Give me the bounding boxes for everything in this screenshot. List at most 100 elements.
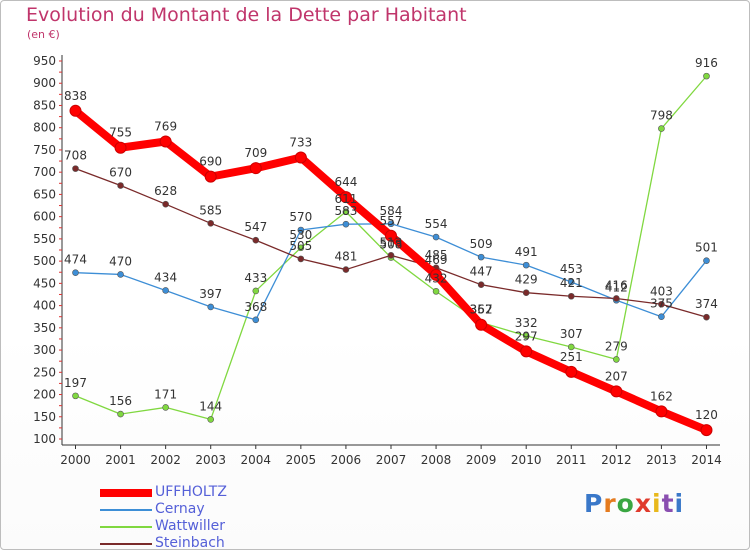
data-label-cernay: 368 (244, 300, 267, 314)
data-labels-layer: 197 156 171 144 433 530 611 508 432 362 332 307 279 7… (64, 56, 718, 422)
y-tick-label: 350 (33, 321, 56, 335)
x-tick-label: 2009 (466, 453, 497, 467)
x-tick-label: 2006 (331, 453, 362, 467)
x-tick-label: 2010 (511, 453, 542, 467)
x-tick-label: 2008 (421, 453, 452, 467)
data-label-wattwiller: 916 (695, 56, 718, 70)
x-tick-label: 2011 (556, 453, 587, 467)
x-tick-label: 2000 (60, 453, 91, 467)
point-uffholtz (520, 345, 533, 358)
point-steinbach (162, 200, 169, 208)
point-wattwiller (207, 416, 215, 423)
data-label-wattwiller: 197 (64, 376, 87, 390)
y-tick-label: 250 (33, 365, 56, 379)
legend-label: Cernay (155, 501, 205, 517)
data-label-uffholtz: 690 (199, 155, 222, 169)
point-wattwiller (342, 208, 350, 216)
data-label-steinbach: 447 (470, 265, 493, 279)
point-steinbach (72, 165, 79, 172)
data-label-steinbach: 708 (64, 149, 87, 163)
point-wattwiller (658, 125, 665, 132)
data-label-uffholtz: 838 (64, 89, 87, 103)
logo-letter: i (674, 489, 685, 518)
y-tick-label: 750 (33, 143, 56, 157)
data-label-steinbach: 421 (560, 276, 583, 290)
data-label-cernay: 491 (515, 245, 538, 259)
point-steinbach (207, 220, 215, 227)
point-wattwiller (567, 343, 575, 351)
data-label-steinbach: 585 (199, 203, 222, 217)
legend-item-uffholtz: UFFHOLTZ (100, 484, 320, 501)
data-label-uffholtz: 207 (605, 369, 628, 383)
y-tick-label: 700 (33, 165, 56, 179)
data-label-steinbach: 403 (650, 284, 673, 298)
x-tick-label: 2013 (646, 453, 677, 467)
point-steinbach (387, 252, 395, 259)
logo-letter: x (634, 489, 652, 518)
x-tick-label: 2004 (241, 453, 272, 467)
legend-item-wattwiller: Wattwiller (100, 518, 320, 535)
point-uffholtz (339, 191, 352, 204)
legend-item-cernay: Cernay (100, 501, 320, 518)
series-layer (69, 72, 713, 437)
point-uffholtz (655, 405, 668, 418)
legend-item-steinbach: Steinbach (100, 535, 320, 552)
point-steinbach (342, 266, 350, 273)
data-label-cernay: 412 (605, 280, 628, 294)
legend-label: Wattwiller (155, 518, 225, 534)
data-label-steinbach: 670 (109, 166, 132, 180)
data-label-uffholtz: 557 (380, 214, 403, 228)
proxiti-logo: Proxiti (584, 489, 684, 518)
data-label-steinbach: 547 (244, 220, 267, 234)
point-cernay (342, 220, 350, 228)
point-wattwiller (297, 244, 305, 252)
data-label-cernay: 583 (334, 204, 357, 218)
logo-letter: r (603, 489, 617, 518)
point-uffholtz (294, 151, 307, 164)
data-label-uffholtz: 769 (154, 119, 177, 133)
logo-letter: o (616, 489, 635, 518)
data-label-cernay: 397 (199, 287, 222, 301)
data-label-uffholtz: 251 (560, 350, 583, 364)
logo-letter: P (584, 489, 604, 518)
point-wattwiller (522, 332, 530, 340)
point-steinbach (522, 289, 530, 296)
y-tick-label: 300 (33, 343, 56, 357)
data-label-cernay: 501 (695, 241, 718, 255)
y-tick-label: 400 (33, 299, 56, 313)
axes: 100 150 200 250 300 350 400 450 500 550 600 650 700 7… (33, 54, 722, 467)
point-cernay (703, 257, 710, 264)
data-label-cernay: 453 (560, 262, 583, 276)
point-uffholtz (610, 385, 623, 398)
point-wattwiller (162, 404, 169, 411)
point-cernay (207, 303, 215, 311)
point-uffholtz (204, 170, 217, 183)
data-label-wattwiller: 432 (425, 271, 448, 285)
point-cernay (522, 261, 530, 269)
data-label-wattwiller: 307 (560, 327, 583, 341)
y-tick-label: 900 (33, 76, 56, 90)
data-label-uffholtz: 733 (289, 136, 312, 150)
point-steinbach (477, 281, 485, 288)
data-label-wattwiller: 332 (515, 316, 538, 330)
point-wattwiller (432, 288, 440, 295)
data-label-uffholtz: 162 (650, 389, 673, 403)
data-label-wattwiller: 798 (650, 109, 673, 123)
data-label-wattwiller: 144 (199, 399, 222, 413)
point-cernay (658, 313, 665, 321)
legend-swatch (100, 489, 152, 497)
point-steinbach (297, 255, 305, 263)
x-tick-label: 2007 (376, 453, 407, 467)
data-label-wattwiller: 279 (605, 339, 628, 353)
data-label-steinbach: 416 (605, 278, 628, 292)
data-label-wattwiller: 362 (470, 302, 493, 316)
data-label-uffholtz: 357 (470, 303, 493, 317)
data-label-cernay: 434 (154, 270, 177, 284)
data-label-steinbach: 628 (154, 184, 177, 198)
data-label-uffholtz: 709 (244, 146, 267, 160)
data-label-steinbach: 505 (289, 239, 312, 253)
data-label-wattwiller: 171 (154, 387, 177, 401)
point-steinbach (567, 292, 575, 300)
y-tick-label: 950 (33, 54, 56, 68)
